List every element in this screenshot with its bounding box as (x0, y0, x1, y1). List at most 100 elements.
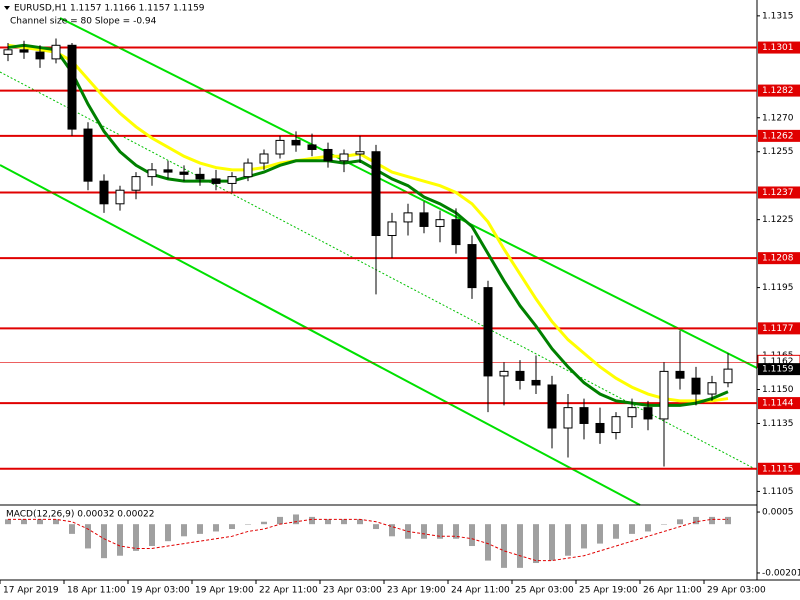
level-label-box (758, 186, 800, 199)
bid-label: 1.1159 (762, 365, 794, 375)
macd-bar (165, 524, 171, 542)
candle-body (563, 407, 573, 429)
candle-body (387, 221, 397, 237)
candle-body (243, 162, 253, 178)
x-tick-label: 26 Apr 11:00 (643, 586, 702, 596)
level-label: 1.1262 (762, 131, 794, 141)
candle-body (147, 169, 157, 178)
macd-bar (661, 524, 667, 525)
x-tick-label: 19 Apr 19:00 (195, 586, 254, 596)
macd-bar (629, 524, 635, 534)
macd-bar (597, 524, 603, 544)
y-tick-label: 1.1255 (762, 147, 794, 157)
level-label-box (758, 462, 800, 475)
level-label: 1.1144 (762, 399, 794, 409)
macd-bar (37, 519, 43, 525)
candle-body (675, 370, 685, 379)
level-label: 1.1115 (762, 464, 794, 474)
macd-bar (197, 524, 203, 534)
candle-body (499, 370, 509, 377)
y-tick-label: 1.1225 (762, 215, 794, 225)
candle-body (35, 51, 45, 60)
macd-bar (725, 516, 731, 525)
macd-y-tick-label: -0.00201 (762, 568, 800, 578)
candle-body (547, 384, 557, 429)
candle-body (691, 377, 701, 395)
y-tick-label: 1.1315 (762, 11, 794, 21)
candle-body (435, 219, 445, 227)
macd-bar (133, 524, 139, 551)
level-label-box (758, 41, 800, 54)
macd-bar (709, 516, 715, 525)
level-label: 1.1301 (762, 43, 794, 53)
candle-body (579, 407, 589, 424)
macd-bar (645, 524, 651, 532)
macd-bar (533, 524, 539, 564)
candle-body (419, 212, 429, 227)
candle-body (3, 49, 13, 55)
candle-body (131, 176, 141, 191)
y-tick-label: 1.1150 (762, 385, 794, 395)
candle-body (323, 148, 333, 162)
y-tick-label: 1.1105 (762, 487, 794, 497)
y-tick-label: 1.1135 (762, 419, 794, 429)
macd-bar (437, 524, 443, 539)
moving-average (7, 43, 729, 403)
level-label: 1.1208 (762, 254, 794, 264)
macd-bar (325, 519, 331, 525)
macd-signal (8, 518, 728, 562)
macd-bar (517, 524, 523, 568)
x-tick-label: 29 Apr 03:00 (707, 586, 766, 596)
macd-bar (277, 516, 283, 525)
macd-bar (693, 516, 699, 525)
x-tick-label: 18 Apr 11:00 (67, 586, 126, 596)
candle-body (515, 370, 525, 381)
macd-bar (469, 524, 475, 547)
level-label-box (758, 397, 800, 410)
candle-body (627, 407, 637, 418)
x-tick-label: 22 Apr 11:00 (259, 586, 318, 596)
macd-bar (69, 524, 75, 534)
macd-bar (117, 524, 123, 556)
macd-bar (613, 524, 619, 539)
macd-bar (261, 521, 267, 525)
candle-body (99, 180, 109, 205)
candle-body (179, 171, 189, 175)
candle-body (227, 176, 237, 184)
candle-body (51, 44, 61, 60)
level-label: 1.1237 (762, 188, 794, 198)
candle-body (67, 44, 77, 130)
candle-body (115, 189, 125, 205)
macd-bar (229, 524, 235, 530)
level-label-box (758, 252, 800, 265)
candle-body (291, 139, 301, 146)
candle-body (659, 370, 669, 420)
menu-icon (4, 6, 10, 10)
macd-bar (181, 524, 187, 537)
level-label-box (758, 322, 800, 335)
candle-body (723, 368, 733, 384)
moving-average (7, 43, 729, 407)
candle-body (355, 151, 365, 155)
macd-bar (549, 524, 555, 561)
macd-bar (389, 524, 395, 537)
macd-bar (101, 524, 107, 559)
candle-body (707, 382, 717, 395)
candle-body (467, 244, 477, 289)
macd-bar (453, 524, 459, 539)
macd-bar (421, 524, 427, 539)
level-label-box (758, 129, 800, 142)
candle-body (19, 49, 29, 53)
ask-label: 1.1162 (762, 357, 794, 367)
candle-body (163, 169, 173, 173)
chart-title: EURUSD,H1 1.1157 1.1166 1.1157 1.1159 (14, 4, 205, 14)
x-tick-label: 17 Apr 2019 (3, 586, 59, 596)
candle-body (451, 219, 461, 246)
macd-bar (53, 519, 59, 525)
candle-body (259, 153, 269, 164)
candle-body (403, 212, 413, 223)
x-tick-label: 24 Apr 11:00 (451, 586, 510, 596)
macd-bar (357, 519, 363, 525)
